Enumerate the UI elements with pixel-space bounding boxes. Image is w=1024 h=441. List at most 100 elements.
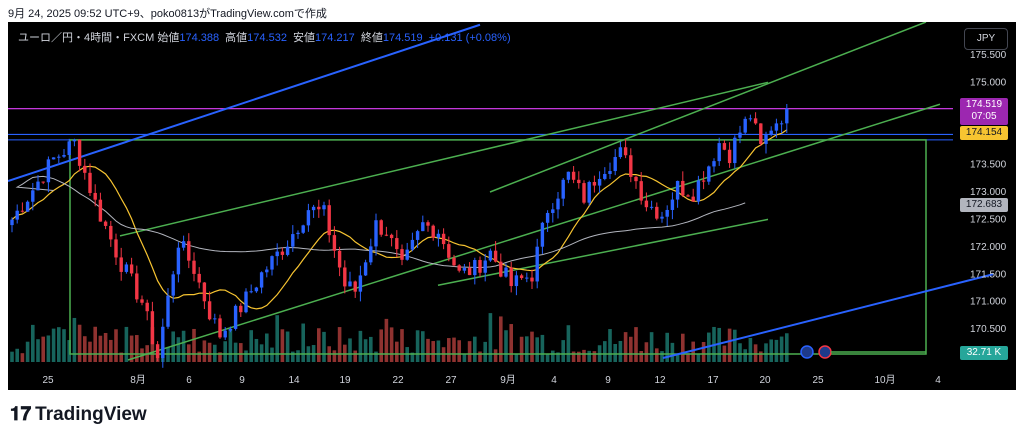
- volume-bar: [577, 351, 581, 362]
- volume-bar: [114, 329, 118, 362]
- candle-body: [332, 235, 337, 251]
- volume-bar: [25, 341, 30, 362]
- candle-body: [400, 249, 404, 260]
- volume-bar: [197, 351, 201, 362]
- candle-body: [88, 172, 92, 193]
- volume-bar: [395, 341, 399, 362]
- candle-body: [681, 180, 685, 196]
- upper-blue-trendline: [8, 23, 481, 182]
- volume-bar: [426, 338, 430, 362]
- volume-bar: [31, 324, 35, 362]
- volume-bar: [109, 339, 113, 362]
- volume-bar: [478, 351, 482, 362]
- candle-body: [301, 225, 305, 233]
- volume-bar: [743, 349, 747, 362]
- open-label: 始値: [157, 32, 180, 44]
- candle-body: [181, 241, 186, 248]
- chart-panel[interactable]: 175.500175.000174.500174.000173.500173.0…: [8, 22, 1016, 390]
- candle-body: [369, 246, 373, 263]
- candle-body: [457, 265, 461, 271]
- volume-bar: [660, 351, 664, 362]
- candle-body: [51, 157, 56, 160]
- candle-body: [504, 267, 508, 277]
- lower-blue-trendline: [662, 273, 994, 359]
- candle-body: [57, 156, 61, 158]
- candle-body: [551, 209, 555, 213]
- volume-bar: [384, 318, 389, 362]
- candle-body: [98, 199, 103, 222]
- candle-body: [785, 108, 789, 124]
- brand-name: TradingView: [35, 404, 147, 425]
- volume-bar: [436, 340, 441, 362]
- volume-bar: [265, 333, 269, 362]
- volume-bar: [228, 328, 233, 362]
- candle-body: [249, 291, 253, 293]
- candle-body: [155, 344, 160, 359]
- candle-body: [129, 264, 134, 274]
- candle-body: [187, 241, 191, 261]
- volume-bar: [171, 331, 175, 362]
- x-tick-label: 27: [445, 375, 457, 386]
- volume-bar: [93, 326, 97, 362]
- x-tick-label: 25: [812, 375, 824, 386]
- volume-bar: [62, 329, 66, 362]
- candle-body: [410, 239, 415, 250]
- x-tick-label: 19: [339, 375, 351, 386]
- candle-body: [171, 274, 175, 296]
- candle-body: [566, 171, 571, 180]
- volume-bar: [623, 332, 628, 362]
- bar-countdown: 07:05: [971, 111, 997, 122]
- short-moving-average: [11, 129, 788, 310]
- volume-bar: [727, 328, 732, 362]
- currency-button[interactable]: JPY: [964, 28, 1008, 50]
- x-tick-label: 9月: [500, 374, 516, 386]
- candle-body: [379, 220, 383, 235]
- volume-bar: [785, 333, 789, 362]
- candle-body: [514, 275, 519, 287]
- chart-canvas[interactable]: 175.500175.000174.500174.000173.500173.0…: [8, 22, 1016, 390]
- volume-bar: [561, 340, 565, 362]
- volume-bar: [254, 338, 259, 362]
- candle-body: [202, 282, 207, 302]
- candle-body: [644, 200, 649, 208]
- candle-body: [363, 262, 368, 276]
- volume-bar: [608, 329, 612, 362]
- candle-body: [135, 273, 139, 300]
- candle-body: [20, 210, 25, 212]
- candle-body: [436, 233, 441, 238]
- volume-bar: [296, 350, 300, 362]
- candle-body: [556, 198, 560, 210]
- x-tick-label: 9: [605, 375, 611, 386]
- volume-bar: [421, 331, 425, 362]
- candle-body: [254, 287, 259, 292]
- candle-body: [150, 311, 155, 345]
- volume-bar: [514, 353, 519, 362]
- candle-body: [478, 260, 482, 273]
- volume-bar: [317, 328, 321, 362]
- volume-bar: [291, 351, 295, 362]
- change-value: +0.131 (+0.08%): [428, 32, 511, 44]
- candle-body: [655, 206, 659, 219]
- volume-bar: [675, 353, 680, 362]
- candle-body: [530, 277, 534, 282]
- candle-body: [239, 305, 243, 313]
- volume-bar: [77, 324, 82, 362]
- volume-bar: [270, 347, 274, 362]
- candle-body: [639, 181, 643, 201]
- candle-body: [161, 326, 165, 359]
- candle-body: [15, 210, 19, 220]
- candle-body: [384, 234, 389, 236]
- candle-body: [733, 137, 737, 164]
- volume-bar: [759, 351, 763, 362]
- close-value: 174.519: [382, 32, 423, 44]
- volume-bar: [379, 329, 383, 362]
- y-tick-label: 171.000: [970, 297, 1007, 308]
- candle-body: [649, 206, 654, 208]
- symbol-label[interactable]: ユーロ／円・4時間・FXCM: [18, 32, 155, 44]
- high-value: 174.532: [247, 32, 287, 44]
- candle-body: [764, 134, 768, 144]
- candle-body: [213, 318, 217, 320]
- candle-body: [743, 118, 747, 133]
- candles: [10, 103, 789, 368]
- tradingview-logo[interactable]: 𝟏𝟕 TradingView: [10, 404, 147, 426]
